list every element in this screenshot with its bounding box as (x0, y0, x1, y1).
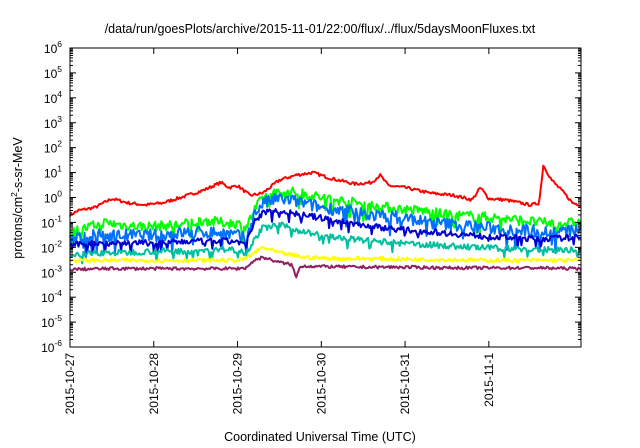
y-tick-label: 100 (44, 189, 62, 206)
series-line-1 (69, 164, 582, 217)
x-tick-label: 2015-10-31 (398, 353, 412, 415)
x-tick-label: 2015-10-28 (147, 353, 161, 415)
y-tick-label: 10-2 (41, 238, 62, 255)
chart-title: /data/run/goesPlots/archive/2015-11-01/2… (104, 22, 536, 36)
x-tick-label: 2015-10-27 (63, 353, 77, 415)
y-tick-label: 104 (44, 89, 62, 106)
y-axis-label: protons/cm2-s-sr-MeV (9, 137, 25, 259)
series-line-7 (69, 255, 582, 279)
series-layer (69, 164, 582, 279)
x-axis: 2015-10-27 2015-10-28 2015-10-29 2015-10-30… (63, 48, 496, 414)
x-tick-label: 2015-11-1 (482, 353, 496, 407)
series-line-6 (69, 246, 582, 264)
y-tick-label: 10-3 (41, 263, 62, 280)
x-axis-label: Coordinated Universal Time (UTC) (224, 430, 416, 444)
x-tick-label: 2015-10-30 (314, 353, 328, 415)
series-line-3 (69, 193, 582, 260)
y-tick-label: 10-5 (41, 313, 62, 330)
y-tick-label: 10-4 (41, 288, 62, 305)
y-tick-label: 10-6 (41, 338, 62, 355)
series-line-5 (69, 221, 582, 265)
y-tick-label: 106 (44, 39, 62, 56)
series-line-2 (69, 186, 582, 250)
x-tick-label: 2015-10-29 (231, 353, 245, 415)
y-tick-label: 101 (44, 164, 62, 181)
y-tick-label: 105 (44, 64, 62, 81)
y-axis: 10-6 10-5 10-4 10-3 10-2 10-1 100 101 102 103 104 1… (41, 39, 581, 355)
y-tick-label: 102 (44, 139, 62, 156)
y-tick-label: 103 (44, 114, 62, 131)
series-line-4 (69, 208, 582, 255)
y-tick-label: 10-1 (41, 213, 62, 230)
